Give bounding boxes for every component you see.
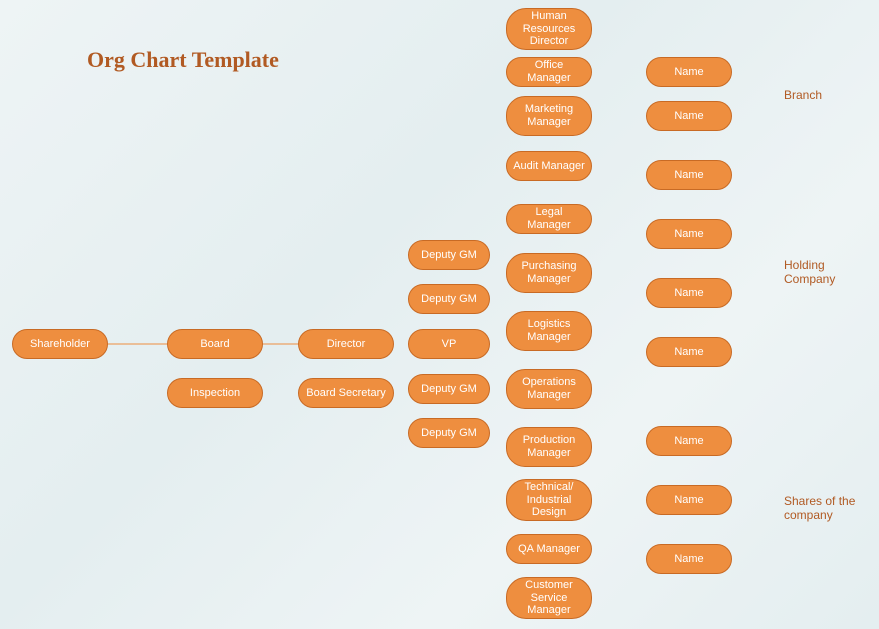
- org-node-b2: Name: [646, 101, 732, 131]
- page-title: Org Chart Template: [87, 47, 279, 73]
- org-node-s3: Name: [646, 544, 732, 574]
- org-node-hr: Human Resources Director: [506, 8, 592, 50]
- org-node-operations: Operations Manager: [506, 369, 592, 409]
- org-node-tech: Technical/ Industrial Design: [506, 479, 592, 521]
- org-node-cust: Customer Service Manager: [506, 577, 592, 619]
- org-node-s2: Name: [646, 485, 732, 515]
- org-node-marketing: Marketing Manager: [506, 96, 592, 136]
- group-label-holding: Holding Company: [784, 258, 879, 286]
- org-node-h2: Name: [646, 219, 732, 249]
- org-node-h3: Name: [646, 278, 732, 308]
- org-node-legal: Legal Manager: [506, 204, 592, 234]
- org-node-audit: Audit Manager: [506, 151, 592, 181]
- org-node-vp: VP: [408, 329, 490, 359]
- org-node-inspection: Inspection: [167, 378, 263, 408]
- group-label-branch: Branch: [784, 88, 822, 102]
- org-node-board: Board: [167, 329, 263, 359]
- org-node-b1: Name: [646, 57, 732, 87]
- org-node-director: Director: [298, 329, 394, 359]
- org-node-dep1: Deputy GM: [408, 240, 490, 270]
- org-node-production: Production Manager: [506, 427, 592, 467]
- org-node-h1: Name: [646, 160, 732, 190]
- org-node-board_secretary: Board Secretary: [298, 378, 394, 408]
- org-node-shareholder: Shareholder: [12, 329, 108, 359]
- group-label-shares: Shares of the company: [784, 494, 879, 522]
- org-node-logistics: Logistics Manager: [506, 311, 592, 351]
- org-node-purchasing: Purchasing Manager: [506, 253, 592, 293]
- org-node-dep4: Deputy GM: [408, 418, 490, 448]
- org-node-qa: QA Manager: [506, 534, 592, 564]
- org-node-office: Office Manager: [506, 57, 592, 87]
- org-node-h4: Name: [646, 337, 732, 367]
- org-node-dep2: Deputy GM: [408, 284, 490, 314]
- org-node-dep3: Deputy GM: [408, 374, 490, 404]
- org-node-s1: Name: [646, 426, 732, 456]
- connector-layer: [0, 0, 879, 629]
